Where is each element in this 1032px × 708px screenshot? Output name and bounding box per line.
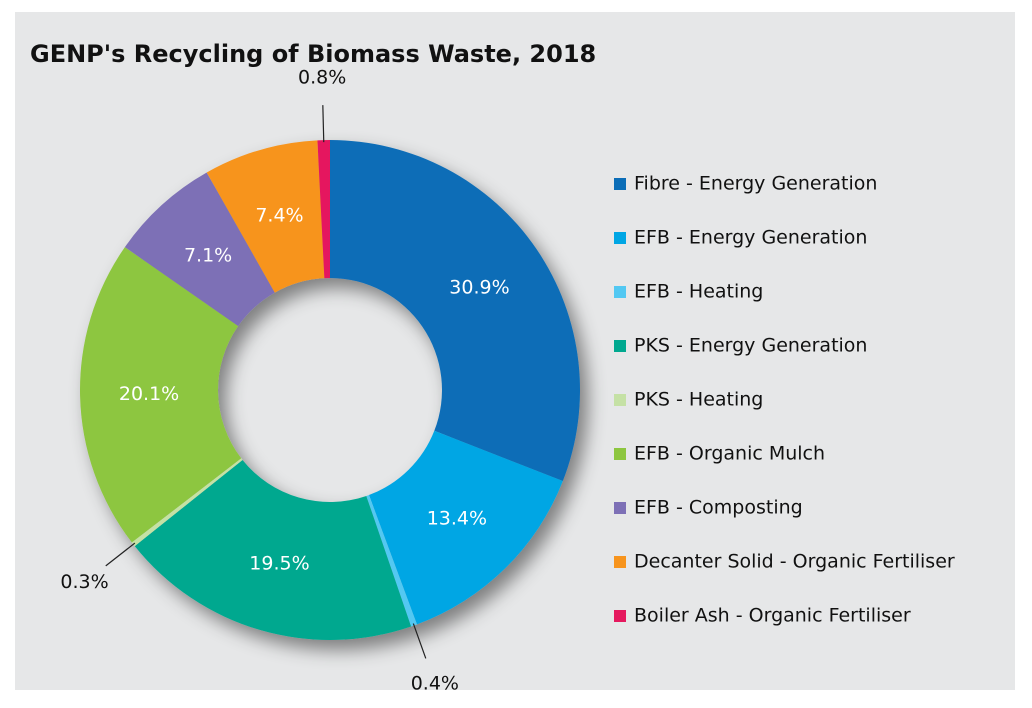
legend-label: EFB - Heating bbox=[634, 281, 763, 303]
data-label: 19.5% bbox=[249, 552, 309, 574]
legend-swatch bbox=[614, 178, 626, 190]
donut-slice bbox=[134, 459, 412, 640]
data-label: 0.3% bbox=[60, 571, 108, 593]
donut-slice bbox=[366, 495, 417, 627]
data-label: 7.4% bbox=[255, 205, 303, 227]
donut-slice bbox=[80, 247, 242, 543]
legend-swatch bbox=[614, 502, 626, 514]
legend-swatch bbox=[614, 394, 626, 406]
legend-label: EFB - Composting bbox=[634, 497, 803, 519]
legend-label: PKS - Energy Generation bbox=[634, 335, 867, 357]
leader-line bbox=[412, 623, 427, 659]
data-label: 0.8% bbox=[298, 67, 346, 89]
donut-slice bbox=[330, 140, 580, 482]
chart-title: GENP's Recycling of Biomass Waste, 2018 bbox=[30, 40, 596, 68]
donut bbox=[80, 140, 580, 640]
data-label: 0.4% bbox=[411, 672, 459, 694]
donut-slice bbox=[206, 140, 325, 293]
legend-label: Fibre - Energy Generation bbox=[634, 173, 877, 195]
leader-line bbox=[322, 105, 325, 143]
leader-line bbox=[105, 542, 136, 567]
donut-slice bbox=[131, 458, 243, 547]
legend-swatch bbox=[614, 448, 626, 460]
legend-swatch bbox=[614, 340, 626, 352]
legend-swatch bbox=[614, 232, 626, 244]
data-label: 30.9% bbox=[449, 276, 509, 298]
donut-slice bbox=[124, 172, 275, 326]
data-label: 20.1% bbox=[119, 383, 179, 405]
data-label: 7.1% bbox=[184, 245, 232, 267]
legend-label: Decanter Solid - Organic Fertiliser bbox=[634, 551, 955, 573]
legend-label: Boiler Ash - Organic Fertiliser bbox=[634, 605, 911, 627]
legend-label: PKS - Heating bbox=[634, 389, 763, 411]
legend-label: EFB - Energy Generation bbox=[634, 227, 867, 249]
legend-label: EFB - Organic Mulch bbox=[634, 443, 825, 465]
donut-slice bbox=[368, 430, 563, 625]
legend-swatch bbox=[614, 610, 626, 622]
data-label: 13.4% bbox=[427, 508, 487, 530]
legend-swatch bbox=[614, 556, 626, 568]
donut-slice bbox=[317, 140, 330, 279]
legend-swatch bbox=[614, 286, 626, 298]
